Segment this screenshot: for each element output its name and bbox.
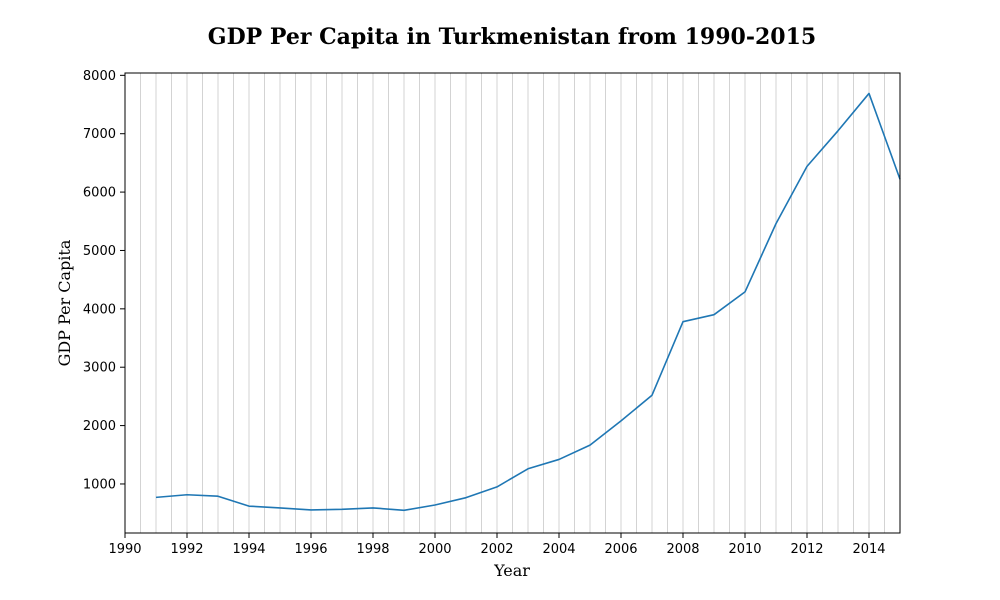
x-tick-label: 2004 xyxy=(542,542,575,557)
x-tick-label: 1992 xyxy=(170,542,203,557)
x-tick-label: 2002 xyxy=(480,542,513,557)
y-tick-label: 2000 xyxy=(83,419,116,434)
x-tick-label: 2000 xyxy=(418,542,451,557)
x-axis: 1990 1992 1994 1996 1998 2000 2002 2004 2006 2008… xyxy=(108,533,886,557)
x-tick-label: 2010 xyxy=(728,542,761,557)
y-tick-label: 6000 xyxy=(83,186,116,201)
y-axis-label: GDP Per Capita xyxy=(55,239,74,366)
grid-lines xyxy=(124,73,901,533)
x-tick-label: 1998 xyxy=(356,542,389,557)
x-tick-label: 2012 xyxy=(790,542,823,557)
x-tick-label: 1996 xyxy=(294,542,327,557)
plot-frame xyxy=(124,72,901,534)
y-axis: 1000 2000 3000 4000 5000 6000 7000 8000 xyxy=(83,69,125,492)
y-tick-label: 7000 xyxy=(83,127,116,142)
y-tick-label: 5000 xyxy=(83,244,116,259)
x-tick-label: 1994 xyxy=(232,542,265,557)
y-tick-label: 1000 xyxy=(83,477,116,492)
x-tick-label: 2014 xyxy=(852,542,885,557)
chart-title: GDP Per Capita in Turkmenistan from 1990… xyxy=(208,24,816,50)
series-line xyxy=(155,92,901,512)
x-tick-label: 2008 xyxy=(666,542,699,557)
y-tick-label: 8000 xyxy=(83,69,116,84)
series-layer xyxy=(155,92,901,512)
y-tick-label: 4000 xyxy=(83,302,116,317)
x-tick-label: 1990 xyxy=(108,542,141,557)
x-axis-label: Year xyxy=(493,561,530,580)
x-tick-label: 2006 xyxy=(604,542,637,557)
y-tick-label: 3000 xyxy=(83,361,116,376)
